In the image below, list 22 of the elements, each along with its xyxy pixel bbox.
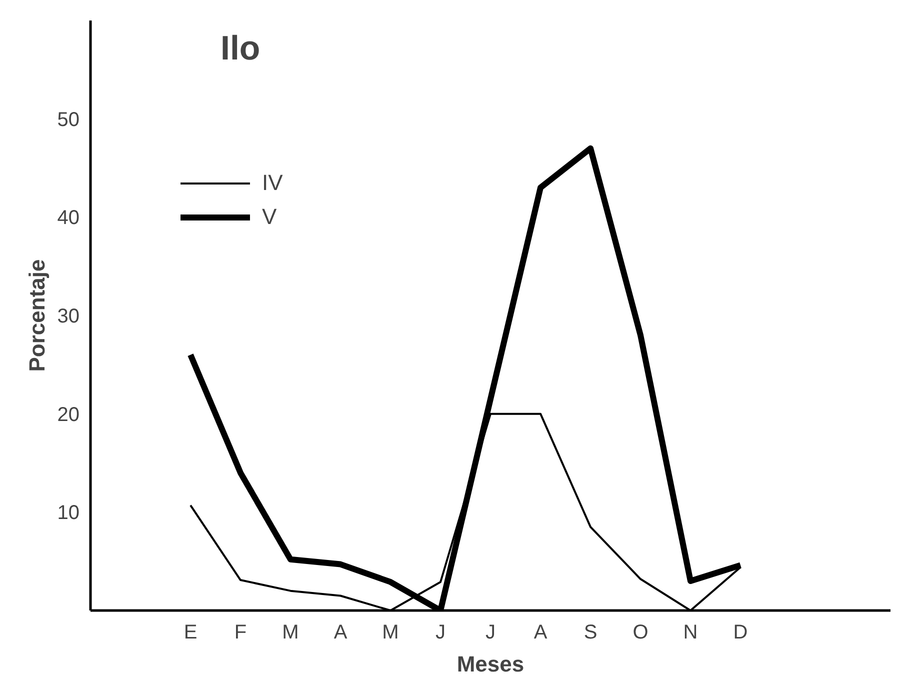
x-tick-label: J [436,622,446,644]
x-tick-label: N [683,622,698,644]
x-tick-label: D [733,622,748,644]
legend-label: IV [262,170,283,196]
x-tick-label: F [234,622,247,644]
x-tick-label: A [534,622,548,644]
y-tick-label: 40 [57,207,80,230]
x-tick-label: E [184,622,198,644]
y-tick-label: 10 [57,502,80,524]
y-tick-label: 20 [57,404,80,426]
x-tick-label: M [382,622,399,644]
x-tick-label: O [632,622,648,644]
x-tick-label: A [334,622,348,644]
x-axis-title: Meses [456,652,524,676]
y-axis-title: Porcentaje [24,259,50,372]
y-tick-label: 50 [57,108,80,131]
y-tick-label: 30 [57,306,80,328]
x-tick-label: J [486,622,496,644]
x-tick-label: M [282,622,299,644]
x-tick-label: S [584,622,598,644]
chart-title: Ilo [220,29,260,68]
legend-label: V [262,204,278,230]
